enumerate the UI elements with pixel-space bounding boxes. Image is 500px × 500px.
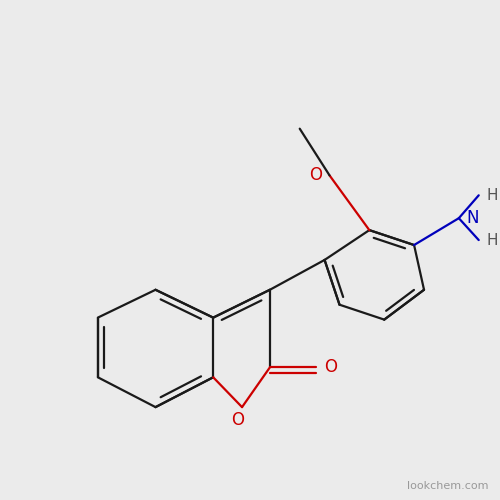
Text: lookchem.com: lookchem.com [407, 481, 488, 491]
Text: N: N [466, 209, 479, 227]
Text: O: O [232, 410, 244, 428]
Text: H: H [487, 188, 498, 203]
Text: O: O [324, 358, 337, 376]
Text: H: H [487, 232, 498, 248]
Text: O: O [309, 166, 322, 184]
